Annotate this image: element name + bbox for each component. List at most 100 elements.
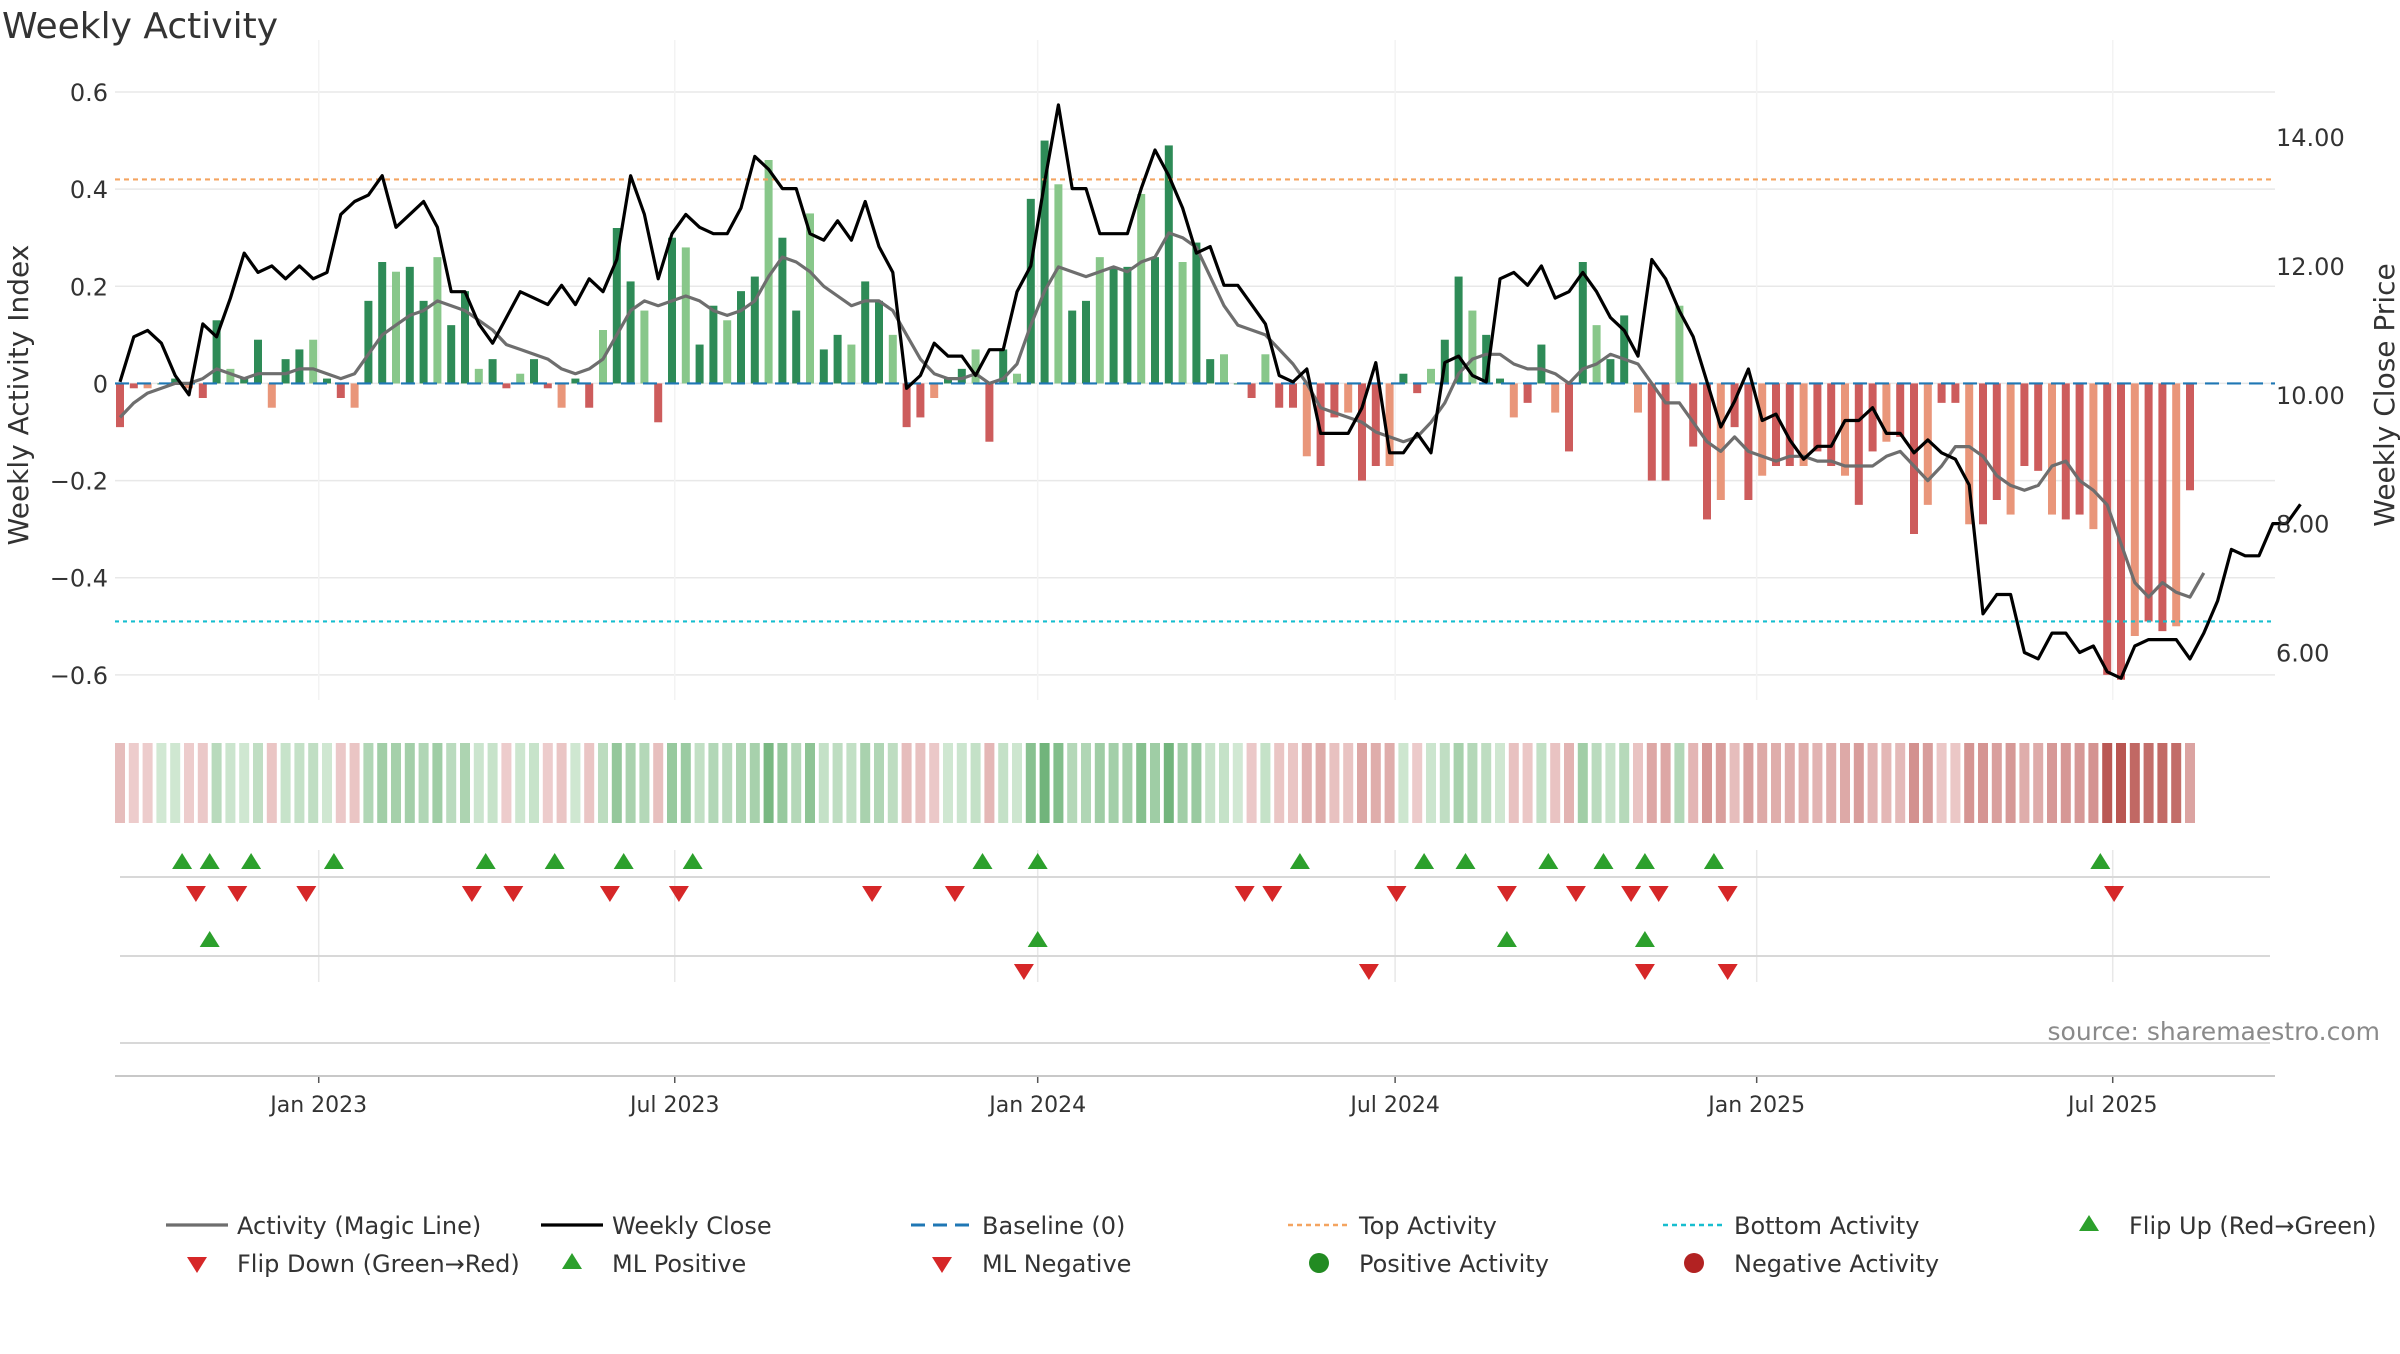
- y-tick-label-left: −0.2: [50, 468, 108, 496]
- lines-group: [115, 103, 2302, 680]
- x-tick-label: Jan 2025: [1706, 1093, 1805, 1118]
- heat-cell: [1591, 743, 1602, 823]
- heat-cell: [308, 743, 319, 823]
- heat-cell: [1784, 743, 1795, 823]
- heat-cell: [1991, 743, 2002, 823]
- activity-bar: [1923, 383, 1932, 505]
- activity-bar: [240, 378, 249, 384]
- heat-cell: [1867, 743, 1878, 823]
- heat-cell: [984, 743, 995, 823]
- activity-bar: [2144, 383, 2153, 622]
- activity-bar: [612, 228, 621, 384]
- x-tick-label: Jul 2025: [2066, 1093, 2158, 1118]
- activity-bar: [543, 383, 552, 389]
- flip-up-marker: [1634, 853, 1655, 869]
- flip-up-marker: [682, 853, 703, 869]
- activity-bar: [557, 383, 566, 408]
- activity-bar: [1565, 383, 1573, 452]
- heat-cell: [1577, 743, 1588, 823]
- heat-cell: [818, 743, 829, 823]
- activity-bar: [1785, 383, 1794, 466]
- activity-bar: [1578, 262, 1587, 384]
- activity-bar: [336, 383, 345, 398]
- heat-cell: [2033, 743, 2044, 823]
- activity-bar: [254, 339, 262, 384]
- activity-bar: [1965, 383, 1974, 525]
- heat-cell: [2129, 743, 2140, 823]
- activity-bar: [778, 237, 787, 384]
- activity-bar: [1496, 378, 1504, 384]
- activity-bar: [447, 325, 456, 384]
- activity-bar: [737, 291, 745, 384]
- activity-bar: [1123, 266, 1132, 384]
- markers-group: [172, 853, 2125, 980]
- heat-cell: [1439, 743, 1450, 823]
- activity-bar: [626, 281, 635, 384]
- activity-bar: [681, 247, 690, 384]
- heat-cell: [1163, 743, 1174, 823]
- x-tick-label: Jul 2023: [628, 1093, 720, 1118]
- heat-cell: [1936, 743, 1947, 823]
- heat-cell: [1315, 743, 1326, 823]
- legend-swatch-circle: [1684, 1253, 1704, 1273]
- heat-cell: [391, 743, 401, 823]
- heat-cell: [1177, 743, 1188, 823]
- heat-cell: [2157, 743, 2168, 823]
- x-tick-label: Jul 2024: [1348, 1093, 1440, 1118]
- heat-cell: [2088, 743, 2099, 823]
- heat-cell: [184, 743, 194, 823]
- legend-item: ML Negative: [932, 1250, 1131, 1278]
- legend-item: Top Activity: [1288, 1212, 1497, 1240]
- activity-bar: [1054, 184, 1063, 384]
- heat-cell: [2185, 743, 2195, 823]
- legend-label: Flip Down (Green→Red): [237, 1250, 520, 1278]
- legend-item: Activity (Magic Line): [166, 1212, 481, 1240]
- activity-bar: [916, 383, 925, 418]
- activity-bar: [1551, 383, 1560, 413]
- heat-cell: [2060, 743, 2071, 823]
- y-tick-label-right: 10.00: [2276, 382, 2345, 410]
- heat-cell: [418, 743, 429, 823]
- heat-cell: [515, 743, 526, 823]
- heat-cell: [736, 743, 746, 823]
- flip-down-marker: [599, 886, 620, 902]
- heat-cell: [404, 743, 415, 823]
- activity-bar: [2103, 383, 2112, 675]
- magic-line: [118, 231, 2206, 599]
- activity-bar: [1289, 383, 1297, 408]
- heat-cell: [680, 743, 691, 823]
- activity-bar: [971, 349, 980, 384]
- heat-cell: [943, 743, 953, 823]
- activity-bar: [640, 310, 649, 384]
- activity-bar: [1744, 383, 1753, 500]
- activity-bar: [116, 383, 124, 428]
- flip-down-marker: [461, 886, 482, 902]
- activity-bar: [1220, 354, 1228, 384]
- heat-cell: [1012, 743, 1022, 823]
- activity-bar: [585, 383, 594, 408]
- activity-bar: [1206, 359, 1215, 384]
- activity-bar: [461, 291, 469, 384]
- heat-cell: [1646, 743, 1657, 823]
- activity-bar: [1620, 315, 1629, 384]
- activity-bar: [1385, 383, 1394, 466]
- activity-bar: [1661, 383, 1670, 481]
- heat-cell: [2005, 743, 2016, 823]
- activity-bar: [1758, 383, 1767, 476]
- heat-cell: [1508, 743, 1519, 823]
- flip-up-marker: [2090, 853, 2111, 869]
- heat-cell: [1715, 743, 1726, 823]
- heat-cell: [653, 743, 664, 823]
- activity-bar: [1992, 383, 2001, 500]
- activity-bar: [1399, 373, 1408, 384]
- heat-cell: [1136, 743, 1147, 823]
- activity-bar: [944, 378, 952, 384]
- heat-cell: [1688, 743, 1699, 823]
- activity-bar: [1068, 310, 1077, 384]
- heat-cell: [777, 743, 788, 823]
- legend-label: Flip Up (Red→Green): [2129, 1212, 2377, 1240]
- heat-cell: [294, 743, 305, 823]
- activity-bar: [1261, 354, 1270, 384]
- heat-cell: [1743, 743, 1754, 823]
- heat-cell: [956, 743, 967, 823]
